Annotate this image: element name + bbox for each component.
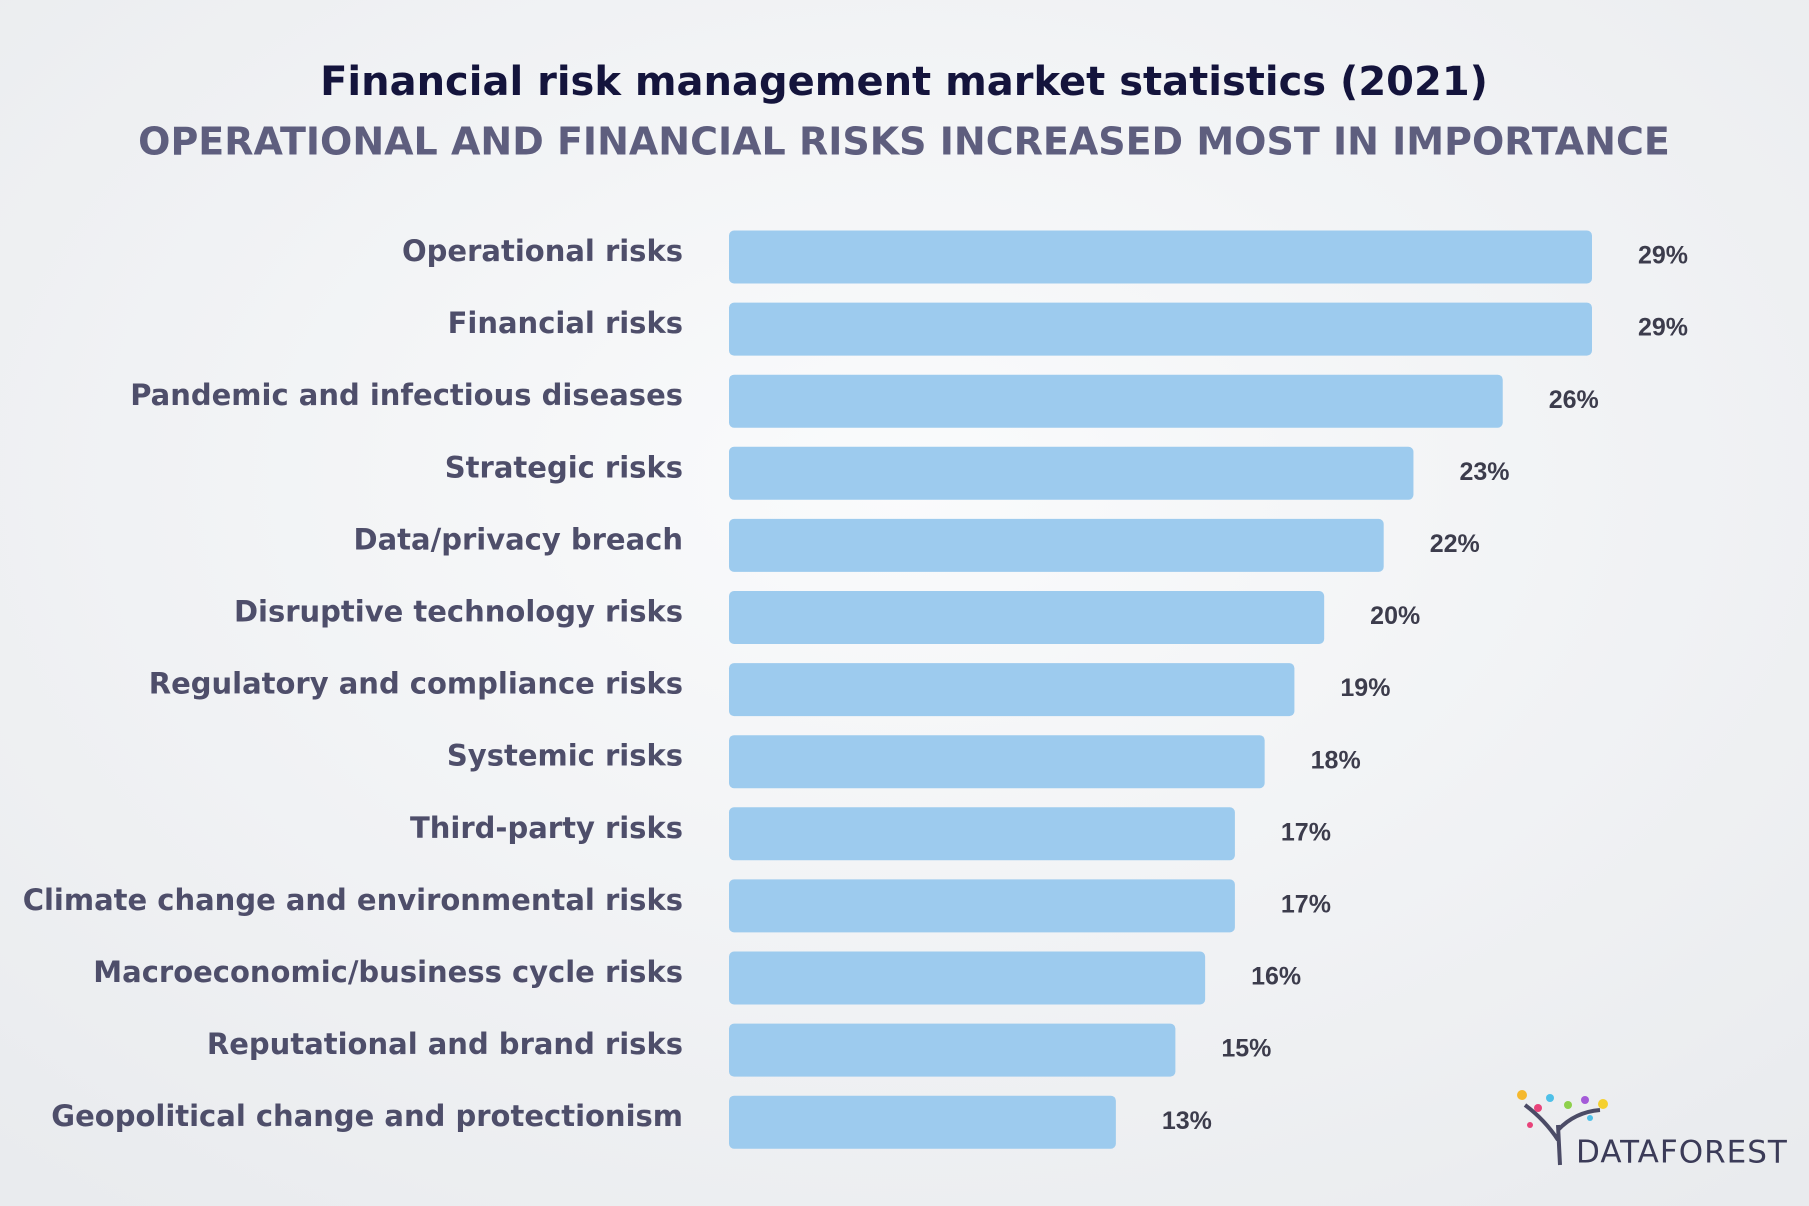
bar — [729, 807, 1235, 861]
category-label: Reputational and brand risks — [207, 1027, 683, 1061]
chart-subtitle: OPERATIONAL AND FINANCIAL RISKS INCREASE… — [138, 120, 1670, 164]
chart-title: Financial risk management market statist… — [320, 59, 1488, 105]
logo-dot — [1598, 1099, 1608, 1109]
logo-dot — [1587, 1115, 1593, 1121]
value-label: 17% — [1281, 818, 1331, 846]
logo-dot — [1581, 1096, 1589, 1104]
bar — [729, 374, 1503, 428]
logo-dot — [1564, 1101, 1572, 1109]
category-label: Disruptive technology risks — [234, 595, 683, 629]
bar — [729, 518, 1384, 572]
logo-dot — [1527, 1122, 1533, 1128]
category-label: Macroeconomic/business cycle risks — [93, 955, 683, 989]
bar — [729, 230, 1592, 284]
category-label: Regulatory and compliance risks — [149, 667, 683, 701]
logo: DATAFOREST — [1517, 1090, 1788, 1171]
value-label: 18% — [1311, 746, 1361, 774]
value-label: 23% — [1459, 458, 1509, 486]
category-label: Strategic risks — [445, 450, 683, 484]
value-label: 17% — [1281, 891, 1331, 919]
bar — [729, 446, 1414, 500]
value-label: 16% — [1251, 963, 1301, 991]
value-label: 29% — [1638, 242, 1688, 270]
bar — [729, 591, 1325, 644]
value-label: 15% — [1221, 1035, 1271, 1063]
bar — [729, 951, 1206, 1005]
logo-dot — [1534, 1104, 1542, 1112]
category-label: Data/privacy breach — [354, 522, 683, 556]
bar — [729, 879, 1235, 933]
value-label: 22% — [1430, 530, 1480, 558]
value-label: 13% — [1162, 1107, 1212, 1135]
bar — [729, 302, 1592, 356]
bar — [729, 663, 1295, 717]
category-label: Pandemic and infectious diseases — [130, 378, 683, 412]
logo-dot — [1546, 1094, 1554, 1102]
bar — [729, 1023, 1176, 1077]
logo-tree — [1523, 1103, 1601, 1166]
category-label: Systemic risks — [447, 739, 683, 773]
bar — [729, 735, 1265, 789]
category-label: Financial risks — [448, 306, 683, 340]
value-label: 20% — [1370, 602, 1420, 630]
logo-dot — [1517, 1090, 1527, 1100]
category-label: Operational risks — [402, 234, 683, 268]
value-label: 26% — [1549, 386, 1599, 414]
brand: DATAFOREST — [1576, 1135, 1788, 1171]
category-label: Climate change and environmental risks — [23, 883, 683, 917]
category-label: Geopolitical change and protectionism — [51, 1099, 683, 1133]
bar — [729, 1095, 1116, 1149]
value-label: 29% — [1638, 314, 1688, 342]
value-label: 19% — [1340, 674, 1390, 702]
category-label: Third-party risks — [410, 811, 683, 845]
